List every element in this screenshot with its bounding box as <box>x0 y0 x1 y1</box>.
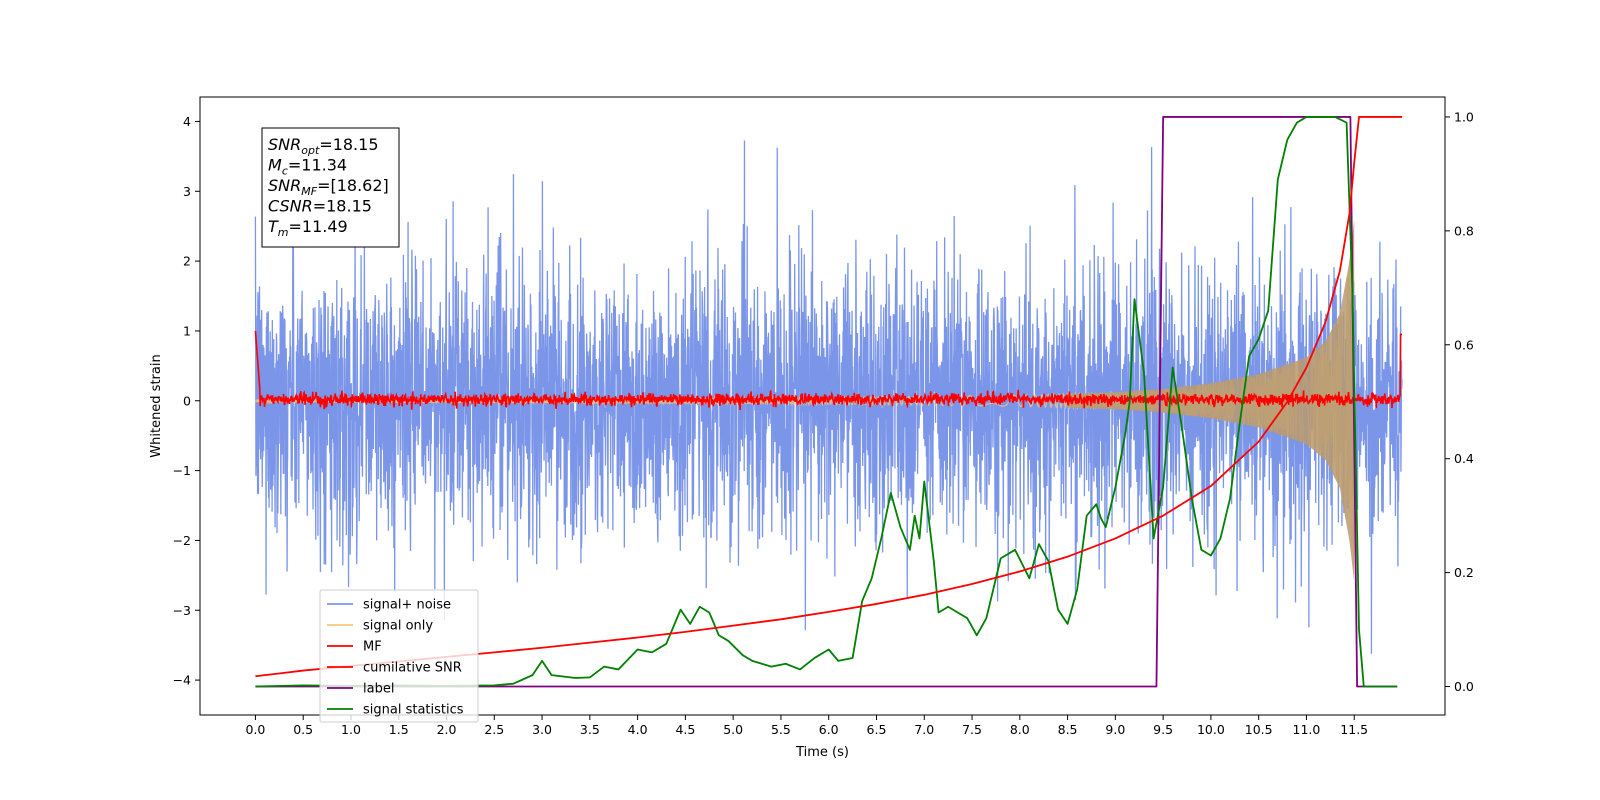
x-tick-label: 0.0 <box>245 722 265 737</box>
x-tick-label: 5.0 <box>723 722 743 737</box>
legend-entry: signal statistics <box>363 703 464 718</box>
annotation-line: SNRMF=[18.62] <box>268 176 389 198</box>
y-tick-label: 3 <box>183 184 191 199</box>
series-signal-statistics <box>255 116 1398 688</box>
x-tick-label: 10.5 <box>1245 722 1273 737</box>
annotation-line: Mc=11.34 <box>268 156 347 178</box>
y-axis-label: Whitened strain <box>149 354 164 457</box>
legend-entry: cumilative SNR <box>363 661 462 676</box>
stats-annotation: SNRopt=18.15Mc=11.34SNRMF=[18.62]CSNR=18… <box>261 127 400 248</box>
x-tick-label: 10.0 <box>1197 722 1225 737</box>
x-tick-label: 8.0 <box>1010 722 1030 737</box>
x-tick-label: 5.5 <box>771 722 791 737</box>
x-tick-label: 6.5 <box>867 722 887 737</box>
legend-entry: signal+ noise <box>363 598 451 613</box>
x-tick-label: 7.0 <box>914 722 934 737</box>
x-tick-label: 3.5 <box>580 722 600 737</box>
legend-entry: signal only <box>363 619 433 634</box>
x-axis-label: Time (s) <box>795 745 849 760</box>
x-tick-label: 7.5 <box>962 722 982 737</box>
y-tick-label: −2 <box>173 533 191 548</box>
x-tick-label: 4.0 <box>628 722 648 737</box>
series-signal-only-overlap <box>1067 219 1355 583</box>
y-tick-label: −4 <box>173 673 191 688</box>
y-tick-label: 4 <box>183 114 191 129</box>
y-tick-label: 1 <box>183 323 191 338</box>
annotation-line: SNRopt=18.15 <box>268 135 379 157</box>
x-tick-label: 1.0 <box>341 722 361 737</box>
x-tick-label: 3.0 <box>532 722 552 737</box>
y-tick-label: −3 <box>173 603 191 618</box>
y-right-tick-label: 0.4 <box>1454 451 1474 466</box>
x-tick-label: 6.0 <box>819 722 839 737</box>
x-tick-label: 1.5 <box>389 722 409 737</box>
legend-box <box>319 589 479 723</box>
axes: 0.0 0.5 1.0 1.5 2.0 2.5 3.0 3.5 4.0 4.5 5.0 5.5 6.0 6… <box>173 96 1474 737</box>
x-tick-label: 0.5 <box>293 722 313 737</box>
annotation-line: Tm=11.49 <box>268 217 348 239</box>
y-right-tick-label: 0.0 <box>1454 679 1474 694</box>
y-right-tick-label: 0.8 <box>1454 223 1474 238</box>
y-right-tick-label: 1.0 <box>1454 109 1474 124</box>
x-tick-label: 11.0 <box>1293 722 1321 737</box>
x-tick-label: 2.0 <box>437 722 457 737</box>
y-right-tick-label: 0.6 <box>1454 337 1474 352</box>
x-tick-label: 11.5 <box>1340 722 1368 737</box>
series-signal-noise <box>254 140 1403 654</box>
annotation-box <box>261 127 400 248</box>
y-tick-label: −1 <box>173 463 191 478</box>
x-tick-label: 9.5 <box>1153 722 1173 737</box>
legend-entry: label <box>363 682 394 697</box>
x-tick-label: 8.5 <box>1058 722 1078 737</box>
annotation-line: CSNR=18.15 <box>268 197 372 216</box>
y-right-tick-label: 0.2 <box>1454 565 1474 580</box>
series-mf <box>254 330 1402 411</box>
x-tick-label: 2.5 <box>484 722 504 737</box>
legend-entry: MF <box>363 640 382 655</box>
plot-frame <box>199 96 1446 716</box>
legend: signal+ noise signal only MF cumilative SNR… <box>319 589 479 723</box>
x-tick-label: 9.0 <box>1105 722 1125 737</box>
y-tick-label: 2 <box>183 254 191 269</box>
y-tick-label: 0 <box>183 393 191 408</box>
x-tick-label: 4.5 <box>675 722 695 737</box>
